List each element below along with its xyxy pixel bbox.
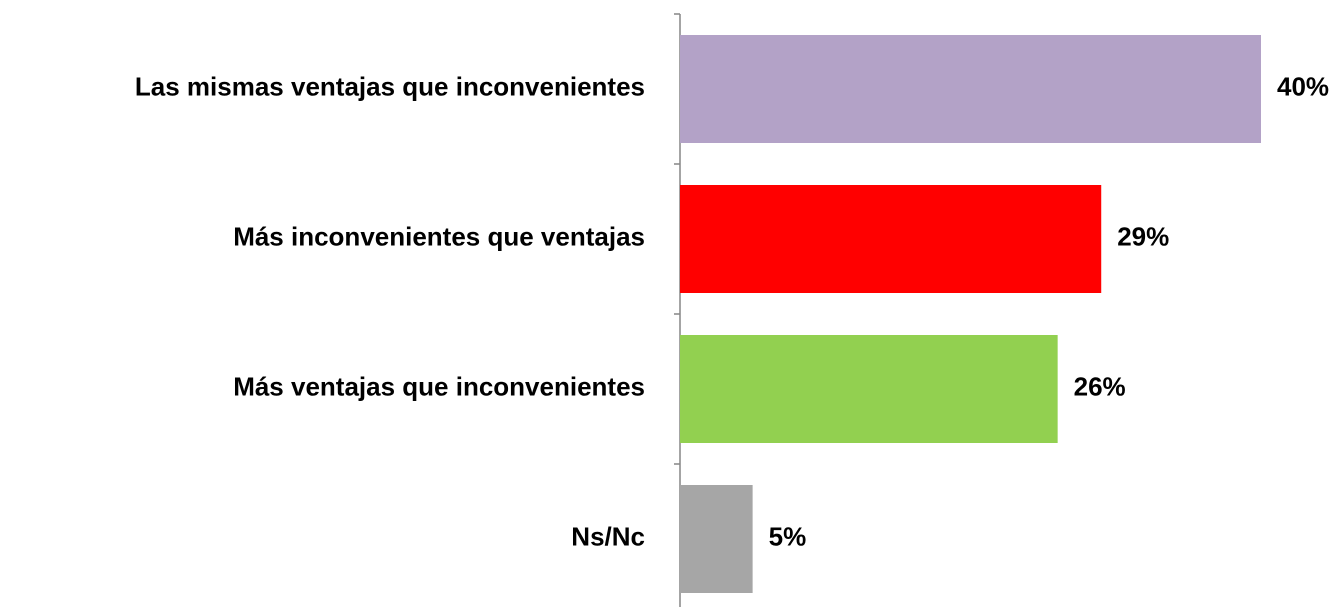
bar [680,335,1058,443]
bar [680,485,753,593]
value-label: 5% [769,521,807,551]
value-label: 40% [1277,71,1329,101]
value-label: 26% [1074,371,1126,401]
category-label: Más ventajas que inconvenientes [233,371,645,401]
category-label: Más inconvenientes que ventajas [233,221,645,251]
category-label: Las mismas ventajas que inconvenientes [135,71,645,101]
category-label: Ns/Nc [571,521,645,551]
bar [680,35,1261,143]
bar [680,185,1102,293]
value-label: 29% [1117,221,1169,251]
